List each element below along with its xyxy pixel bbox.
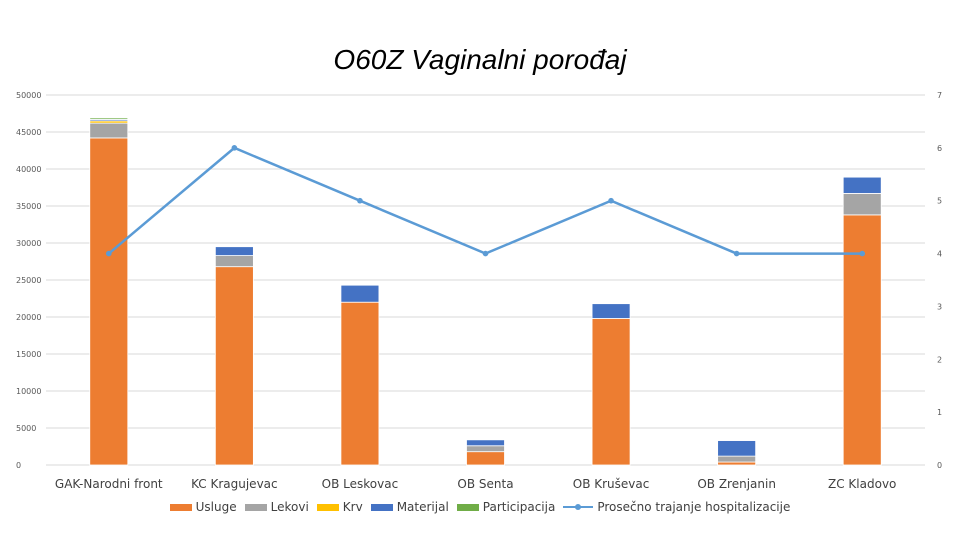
legend-swatch [169,503,192,511]
category-label: OB Leskovac [322,477,399,491]
duration-point [357,197,363,204]
bar-segment [214,266,254,466]
bar-segment [842,176,882,194]
duration-point [608,197,614,204]
duration-point [733,250,740,257]
y-left-tick-label: 25000 [16,276,41,285]
legend-label: Usluge [195,500,237,514]
bar-segment [466,451,505,466]
chart-plot: 0 5000 10000 15000 20000 25000 30000 35000 40000… [16,91,942,491]
legend-item: Participacija [456,500,556,514]
legend-label: Materijal [396,500,449,514]
y-right-tick-label: 3 [937,302,942,311]
bar-segment [466,439,505,447]
y-right-tick-label: 0 [937,461,942,470]
legend-item: Lekovi [244,500,309,514]
bar-segment [89,122,129,139]
y-left-tick-label: 5000 [16,424,36,433]
y-left-tick-label: 15000 [16,350,41,359]
legend-swatch [456,503,479,511]
legend-line-marker [563,502,594,512]
legend-label: Lekovi [270,500,309,514]
y-right-tick-label: 2 [937,355,942,364]
legend-label: Participacija [482,500,556,514]
legend-swatch [244,503,267,511]
category-label: OB Senta [457,477,513,491]
legend-label: Prosečno trajanje hospitalizacije [597,500,791,514]
bar-segment [842,193,882,216]
bar-segment [340,284,380,303]
y-left-tick-label: 45000 [16,128,41,137]
duration-point [231,145,238,151]
y-right-tick-label: 7 [937,91,942,100]
legend-swatch [370,503,393,511]
bar-segment [717,440,757,457]
bar-segment [842,214,882,466]
category-label: GAK-Narodni front [55,477,163,491]
y-left-tick-label: 30000 [16,239,41,248]
y-left-tick-label: 10000 [16,387,41,396]
duration-point [482,250,489,257]
bar-segment [214,246,254,256]
duration-point [859,250,866,257]
y-left-tick-label: 35000 [16,202,41,211]
legend-label: Krv [342,500,363,514]
legend-item: Prosečno trajanje hospitalizacije [563,500,790,514]
bar-segment [89,117,129,120]
bar-segment [340,301,380,466]
legend-item: Materijal [370,500,449,514]
y-right-tick-label: 1 [937,408,942,417]
y-left-tick-label: 50000 [16,91,41,100]
category-label: OB Kruševac [573,477,650,491]
legend-item: Usluge [169,500,237,514]
y-right-tick-label: 6 [937,144,942,153]
legend-swatch [316,503,339,511]
legend: Usluge Lekovi Krv Materijal Participacija Pro… [0,500,960,514]
category-label: KC Kragujevac [191,477,278,491]
legend-item: Krv [316,500,363,514]
y-left-tick-label: 20000 [16,313,41,322]
bar-segment [591,303,631,319]
bar-segment [717,455,757,463]
bar-segment [591,318,631,466]
duration-line [107,146,863,255]
chart-title: O60Z Vaginalni porođaj [333,44,627,75]
category-label: OB Zrenjanin [697,477,776,491]
bar-segment [466,445,505,453]
y-right-tick-label: 4 [937,250,942,259]
y-left-tick-label: 0 [16,461,21,470]
bar-segment [214,255,254,268]
category-label: ZC Kladovo [828,477,896,491]
duration-point [105,250,112,257]
y-left-tick-label: 40000 [16,165,41,174]
bar-segment [89,137,129,466]
bar-segment [717,461,757,466]
y-right-tick-label: 5 [937,197,942,206]
